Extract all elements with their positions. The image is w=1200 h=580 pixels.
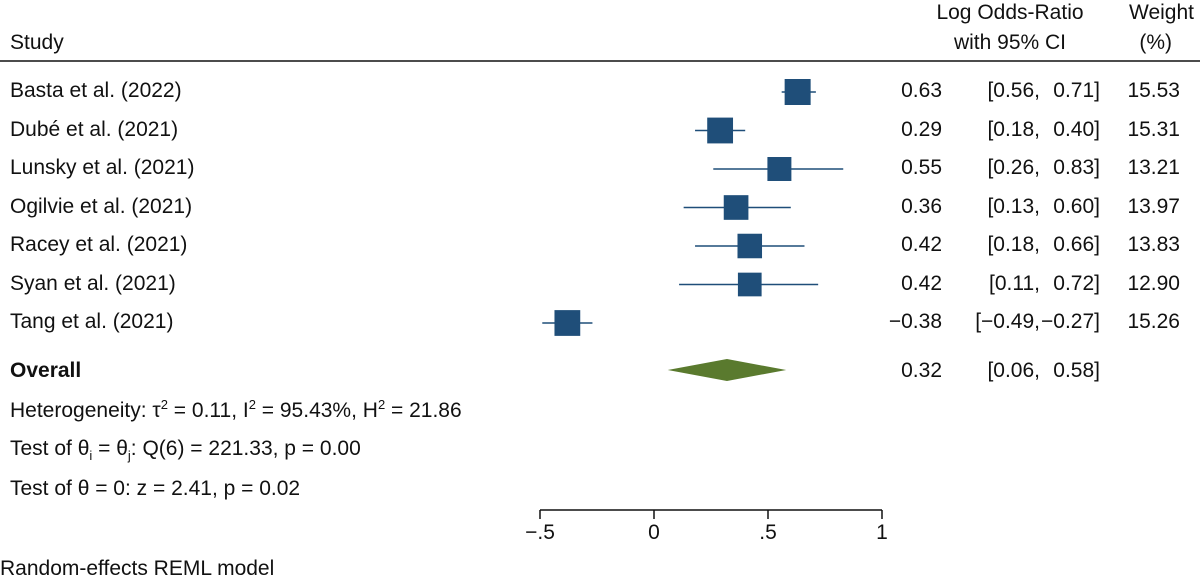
study-marker [737,272,762,297]
study-ci-high: 0.72] [1053,272,1100,295]
study-ci-low: [0.56, [987,79,1040,102]
overall-diamond [667,359,787,381]
study-ci-low: [0.13, [987,195,1040,218]
header-study: Study [10,31,64,54]
study-estimate: 0.36 [901,195,942,218]
study-weight: 13.97 [1127,195,1180,218]
study-label: Syan et al. (2021) [10,272,176,295]
study-ci-low: [0.18, [987,118,1040,141]
x-tick-label: .5 [759,521,777,544]
study-ci-high: 0.40] [1053,118,1100,141]
study-estimate: 0.55 [901,156,942,179]
study-label: Tang et al. (2021) [10,310,174,333]
study-label: Ogilvie et al. (2021) [10,195,193,218]
study-estimate: 0.63 [901,79,942,102]
study-marker [554,310,581,336]
study-estimate: 0.42 [901,233,942,256]
study-weight: 15.31 [1127,118,1180,141]
study-ci-high: 0.66] [1053,233,1100,256]
study-marker [784,79,811,105]
study-label: Basta et al. (2022) [10,79,182,102]
heterogeneity-text: Heterogeneity: τ2 = 0.11, I2 = 95.43%, H… [10,397,462,422]
overall-ci-low: [0.06, [987,359,1040,382]
study-estimate: 0.42 [901,272,942,295]
header-weight-line2: (%) [1139,31,1172,54]
study-estimate: 0.29 [901,118,942,141]
study-weight: 15.53 [1127,79,1180,102]
study-ci-low: [0.18, [987,233,1040,256]
study-ci-high: 0.71] [1053,79,1100,102]
overall-estimate: 0.32 [901,359,942,382]
x-tick-label: 1 [876,521,888,544]
study-ci-low: [−0.49, [975,310,1040,333]
study-label: Lunsky et al. (2021) [10,156,195,179]
x-tick-label: 0 [648,521,660,544]
header-effect-line1: Log Odds-Ratio [936,1,1084,24]
study-ci-low: [0.26, [987,156,1040,179]
test-theta-zero-text: Test of θ = 0: z = 2.41, p = 0.02 [10,477,301,500]
test-theta-ij-text: Test of θi = θj: Q(6) = 221.33, p = 0.00 [10,437,361,464]
x-tick-label: −.5 [525,521,555,544]
study-estimate: −0.38 [888,310,942,333]
study-weight: 12.90 [1127,272,1180,295]
study-weight: 13.83 [1127,233,1180,256]
study-ci-high: 0.60] [1053,195,1100,218]
study-label: Dubé et al. (2021) [10,118,179,141]
study-weight: 13.21 [1127,156,1180,179]
study-marker [723,195,749,220]
header-effect-line2: with 95% CI [953,31,1067,54]
study-ci-low: [0.11, [989,272,1040,295]
header-weight-line1: Weight [1129,1,1194,24]
overall-ci-high: 0.58] [1053,359,1100,382]
study-weight: 15.26 [1127,310,1180,333]
study-ci-high: −0.27] [1041,310,1100,333]
study-label: Racey et al. (2021) [10,233,188,256]
study-marker [767,157,792,181]
overall-label: Overall [10,359,82,382]
study-marker [707,117,734,144]
study-marker [737,233,763,259]
study-ci-high: 0.83] [1053,156,1100,179]
model-note: Random-effects REML model [0,557,275,580]
